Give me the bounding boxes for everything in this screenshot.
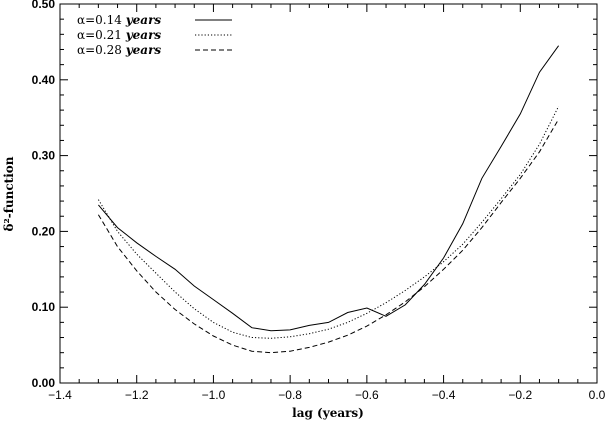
y-tick-label: 0.30: [32, 149, 56, 163]
legend-label-3: α=0.28 years: [77, 43, 161, 57]
x-tick-label: −0.2: [508, 388, 532, 402]
legend-label-2: α=0.21 years: [77, 28, 161, 42]
legend-label-1: α=0.14 years: [77, 13, 161, 27]
plot-frame: [59, 3, 598, 384]
series-line-1: [98, 45, 560, 332]
x-tick-label: −1.0: [202, 388, 226, 402]
x-tick-label: −0.8: [278, 388, 302, 402]
x-tick-label: −0.6: [355, 388, 379, 402]
y-tick-label: 0.10: [32, 300, 56, 314]
x-tick-label: −0.4: [432, 388, 456, 402]
series-lines: [97, 45, 560, 354]
x-axis-title: lag (years): [292, 406, 364, 420]
axis-ticks: [59, 3, 598, 384]
series-line-2: [97, 106, 560, 339]
y-tick-label: 0.20: [32, 224, 56, 238]
y-tick-label: 0.40: [32, 73, 56, 87]
tick-labels: −1.4 −1.2 −1.0 −0.8 −0.6 −0.4 −0.2 0.0 0.00 0.10 0…: [32, 0, 606, 402]
series-line-3: [97, 118, 560, 354]
y-tick-label: 0.00: [32, 376, 56, 390]
x-tick-label: −1.4: [48, 388, 72, 402]
x-tick-label: 0.0: [589, 388, 606, 402]
x-tick-label: −1.2: [125, 388, 149, 402]
y-tick-label: 0.50: [32, 0, 56, 11]
y-axis-title: δ²-function: [2, 156, 16, 231]
